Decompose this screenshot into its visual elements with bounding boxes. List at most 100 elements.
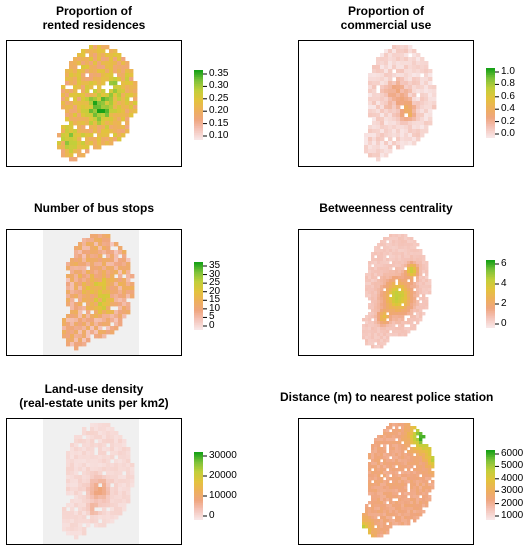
- map-cell: [85, 109, 90, 114]
- map-cell: [125, 65, 130, 70]
- map-cell: [376, 129, 381, 134]
- map-cell: [412, 73, 417, 78]
- legend-color-step: [194, 99, 203, 103]
- legend-color-step: [486, 266, 495, 270]
- map-cell: [413, 258, 417, 262]
- legend-color-step: [194, 494, 203, 497]
- map-cell: [82, 479, 87, 484]
- map-cell: [404, 459, 408, 463]
- map-cell: [371, 477, 375, 481]
- map-cell: [94, 250, 99, 255]
- map-cell: [386, 288, 390, 292]
- map-cell: [404, 285, 408, 289]
- map-cell: [97, 49, 102, 54]
- map-cell: [102, 246, 107, 251]
- map-cell: [420, 129, 425, 134]
- map-cell: [404, 61, 409, 66]
- map-cell: [78, 246, 83, 251]
- map-cell: [401, 468, 405, 472]
- map-cell: [383, 279, 387, 283]
- map-cell: [419, 288, 423, 292]
- map-cell: [400, 141, 405, 146]
- map-cell: [69, 145, 74, 150]
- map-cell: [110, 447, 115, 452]
- map-cell: [74, 322, 79, 327]
- map-cell: [377, 456, 381, 460]
- map-cell: [114, 314, 119, 319]
- map-cell: [376, 113, 381, 118]
- legend-color-step: [194, 85, 203, 89]
- map-cell: [368, 85, 373, 90]
- map-cell: [94, 234, 99, 239]
- map-cell: [428, 474, 432, 478]
- legend-color-step: [194, 103, 203, 106]
- map-cell: [69, 129, 74, 134]
- map-cell: [98, 451, 103, 456]
- map-cell: [118, 278, 123, 283]
- map-cell: [392, 288, 396, 292]
- map-cell: [89, 81, 94, 86]
- map-cell: [374, 465, 378, 469]
- legend-tick-label: 0.0: [501, 128, 515, 139]
- legend-color-step: [486, 106, 495, 109]
- legend-color-step: [194, 316, 203, 319]
- map-cell: [392, 243, 396, 247]
- map-cell: [368, 489, 372, 493]
- map-cell: [90, 499, 95, 504]
- map-cell: [398, 261, 402, 265]
- map-cell: [110, 511, 115, 516]
- map-cell: [401, 243, 405, 247]
- map-cell: [425, 285, 429, 289]
- map-cell: [392, 456, 396, 460]
- map-cell: [404, 53, 409, 58]
- map-cell: [61, 133, 66, 138]
- map-cell: [395, 516, 399, 520]
- map-cell: [419, 456, 423, 460]
- map-cell: [97, 145, 102, 150]
- map-cell: [105, 65, 110, 70]
- map-cell: [118, 435, 123, 440]
- map-cell: [78, 495, 83, 500]
- map-cell: [380, 462, 384, 466]
- map-cell: [416, 270, 420, 274]
- map-cell: [125, 85, 130, 90]
- map-cell: [122, 258, 127, 263]
- map-cell: [396, 125, 401, 130]
- map-cell: [392, 85, 397, 90]
- legend-color-step: [486, 511, 495, 514]
- map-cell: [388, 125, 393, 130]
- map-cell: [392, 321, 396, 325]
- legend-color-step: [486, 273, 495, 276]
- map-cell: [94, 427, 99, 432]
- map-cell: [82, 270, 87, 275]
- map-cell: [419, 498, 423, 502]
- map-cell: [410, 291, 414, 295]
- map-cell: [398, 498, 402, 502]
- map-cell: [78, 475, 83, 480]
- map-cell: [380, 477, 384, 481]
- map-cell: [371, 528, 375, 532]
- map-cell: [389, 468, 393, 472]
- map-cell: [377, 288, 381, 292]
- legend-color-step: [194, 275, 203, 278]
- map-cell: [362, 327, 366, 331]
- map-cell: [66, 487, 71, 492]
- map-cell: [77, 57, 82, 62]
- map-cell: [118, 447, 123, 452]
- map-cell: [431, 459, 435, 463]
- map-cell: [85, 77, 90, 82]
- map-cell: [114, 242, 119, 247]
- map-cell: [110, 310, 115, 315]
- map-cell: [401, 327, 405, 331]
- map-cell: [374, 315, 378, 319]
- map-cell: [94, 499, 99, 504]
- map-cell: [122, 487, 127, 492]
- legend-color-step: [486, 471, 495, 474]
- map-cell: [398, 312, 402, 316]
- map-cell: [90, 491, 95, 496]
- legend-color-step: [486, 485, 495, 488]
- map-cell: [412, 65, 417, 70]
- map-cell: [374, 531, 378, 535]
- map-cell: [85, 57, 90, 62]
- map-cell: [407, 312, 411, 316]
